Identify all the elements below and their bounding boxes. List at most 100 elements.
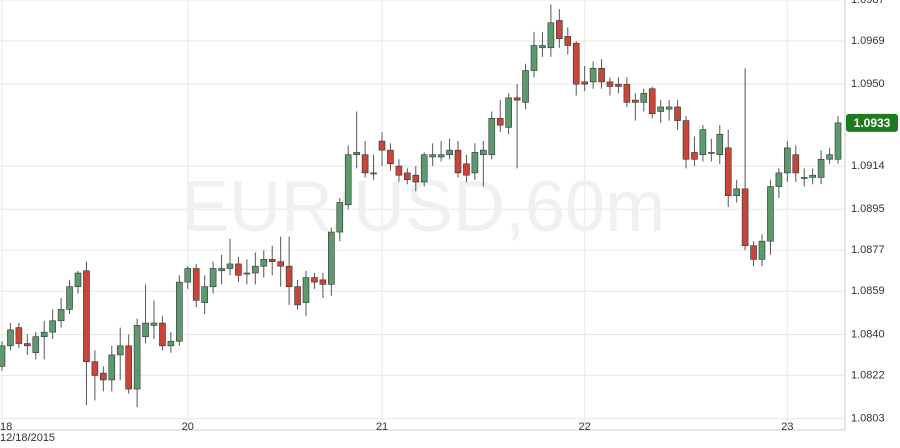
candle-body <box>66 286 73 310</box>
candle-body <box>395 165 403 176</box>
candle-body <box>640 92 648 103</box>
candle-body <box>674 106 681 121</box>
candle-body <box>522 70 529 103</box>
candle-body <box>682 120 690 160</box>
candle-body <box>784 147 791 174</box>
x-tick-label: 20 <box>182 421 194 433</box>
candle-body <box>404 172 411 181</box>
candle-body <box>547 22 555 49</box>
y-tick-label: 1.0987 <box>851 0 885 6</box>
candle-body <box>800 177 808 179</box>
candle-body <box>615 83 622 87</box>
candle-body <box>336 202 344 233</box>
candle-body <box>167 340 175 347</box>
candle-body <box>733 188 740 196</box>
candle-body <box>116 345 124 356</box>
candle-body <box>446 149 453 156</box>
candle-body <box>632 99 639 103</box>
y-tick-label: 1.0803 <box>851 413 885 425</box>
y-tick-label: 1.0950 <box>851 78 885 90</box>
candle-body <box>454 149 462 174</box>
x-tick-label: 22 <box>579 421 591 433</box>
candle-body <box>589 67 597 83</box>
candle-body <box>420 154 428 183</box>
candle-body <box>513 97 521 101</box>
candle-body <box>285 265 293 287</box>
candle-body <box>834 122 842 160</box>
candle-body <box>387 149 394 165</box>
candle-body <box>716 133 724 156</box>
candle-body <box>817 158 825 178</box>
candle-body <box>750 245 757 260</box>
candle-body <box>758 240 766 260</box>
candle-body <box>480 149 487 156</box>
last-price-label: 1.0933 <box>854 116 891 130</box>
candle-body <box>319 279 327 285</box>
candle-body <box>7 329 14 347</box>
candle-body <box>699 129 707 156</box>
candle-body <box>57 309 65 322</box>
candle-body <box>539 45 546 49</box>
candle-body <box>378 140 386 151</box>
candle-body <box>235 263 242 276</box>
y-tick-label: 1.0895 <box>851 203 885 215</box>
candle-body <box>91 361 99 376</box>
candle-body <box>361 154 369 174</box>
candle-body <box>581 81 588 85</box>
candle-body <box>32 336 40 353</box>
candle-body <box>412 174 420 183</box>
candle-body <box>201 286 208 303</box>
candle-body <box>606 81 614 87</box>
candle-body <box>260 259 268 267</box>
candle-body <box>572 42 580 85</box>
candle-body <box>159 322 166 347</box>
candle-body <box>243 272 251 275</box>
candle-body <box>133 325 141 390</box>
date-label: 12/18/2015 <box>0 432 55 444</box>
candle-body <box>665 106 673 110</box>
candle-body <box>564 36 572 46</box>
candle-body <box>252 265 259 274</box>
candle-body <box>184 268 192 283</box>
candle-body <box>657 106 664 112</box>
y-tick-label: 1.0969 <box>851 35 885 47</box>
candle-body <box>344 154 352 206</box>
candle-body <box>218 268 225 272</box>
candle-body <box>328 231 335 285</box>
candle-body <box>15 327 23 344</box>
candle-body <box>302 277 310 303</box>
candle-body <box>648 88 656 115</box>
candle-body <box>294 286 301 306</box>
last-price-box <box>846 113 898 132</box>
candle-body <box>150 322 158 326</box>
candle-body <box>209 268 217 287</box>
x-tick-label: 23 <box>781 421 793 433</box>
candle-body <box>192 268 200 301</box>
y-tick-label: 1.0840 <box>851 328 885 340</box>
x-tick-label: 21 <box>376 421 388 433</box>
candle-body <box>767 186 774 242</box>
candle-body <box>370 172 377 175</box>
candle-body <box>708 152 715 154</box>
candle-body <box>724 147 732 196</box>
candle-body <box>142 322 149 338</box>
candle-body <box>74 272 82 287</box>
candle-body <box>108 354 116 381</box>
candle-body <box>530 45 538 71</box>
candle-body <box>623 83 631 103</box>
y-tick-label: 1.0859 <box>851 285 885 297</box>
y-tick-label: 1.0914 <box>851 160 885 172</box>
candle-body <box>556 20 563 39</box>
candle-body <box>463 163 470 176</box>
candle-body <box>505 97 512 128</box>
candle-body <box>826 154 833 160</box>
candle-body <box>49 320 56 333</box>
candle-body <box>353 152 360 156</box>
x-tick-label: 18 <box>0 421 12 433</box>
candle-body <box>437 154 445 158</box>
candle-body <box>277 261 284 267</box>
candle-body <box>24 343 31 347</box>
candle-body <box>471 152 479 174</box>
candle-body <box>488 118 496 156</box>
